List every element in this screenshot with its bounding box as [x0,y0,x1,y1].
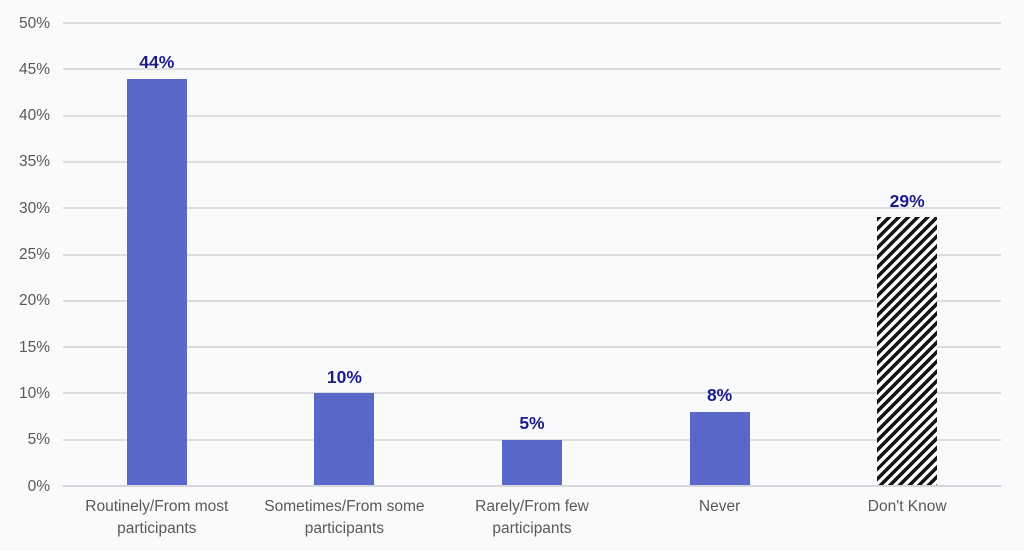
gridline [63,253,1001,256]
y-tick-label: 30% [18,199,50,217]
y-axis: 0% 5% 10% 15% 20% 25% 30% 35% 40% 45% 50% [0,15,50,493]
bar-slot: 5% [438,23,626,486]
x-axis: Routinely/From most participants Sometime… [63,496,1001,546]
y-tick-label: 5% [27,430,50,448]
value-label: 5% [519,413,545,434]
y-tick-label: 45% [18,60,50,78]
bar [314,393,375,486]
x-tick-label: Sometimes/From some participants [251,496,439,546]
bar-slot: 10% [251,23,439,486]
bar [689,411,750,486]
y-tick-label: 15% [18,338,50,356]
gridline [63,68,1001,71]
y-tick-label: 25% [18,245,50,263]
x-tick-label-text: Rarely/From few participants [475,498,589,537]
value-label: 10% [326,366,362,387]
x-tick-label-text: Don't Know [867,498,947,515]
y-tick-label: 40% [18,106,50,124]
bar-hatched [877,217,938,486]
value-label: 44% [139,52,175,73]
gridline [63,22,1001,24]
gridline [63,114,1001,117]
bar-slot: 29% [813,23,1001,486]
y-tick-label: 20% [18,292,50,310]
bar-slot: 8% [626,23,814,486]
gridline [63,346,1001,349]
y-tick-label: 0% [27,477,50,495]
y-tick-label: 10% [18,384,50,402]
x-tick-label: Never [626,496,814,546]
bar-slot: 44% [63,23,251,486]
gridline [63,160,1001,163]
bar [501,439,562,486]
value-label: 29% [889,190,925,211]
gridline [63,207,1001,210]
x-tick-label-text: Routinely/From most participants [85,498,229,537]
value-label: 8% [706,385,733,406]
plot-area: 44% 10% 5% 8% 29% [63,22,1001,487]
y-tick-label: 50% [18,14,50,32]
x-tick-label: Routinely/From most participants [63,496,251,546]
x-tick-label: Don't Know [813,496,1001,546]
x-tick-label-text: Sometimes/From some participants [264,498,425,537]
gridline [63,392,1001,395]
gridline [63,485,1001,487]
x-tick-label: Rarely/From few participants [438,496,626,546]
bar [126,78,187,486]
y-tick-label: 35% [18,153,50,171]
gridline [63,299,1001,302]
x-tick-label-text: Never [698,498,741,515]
